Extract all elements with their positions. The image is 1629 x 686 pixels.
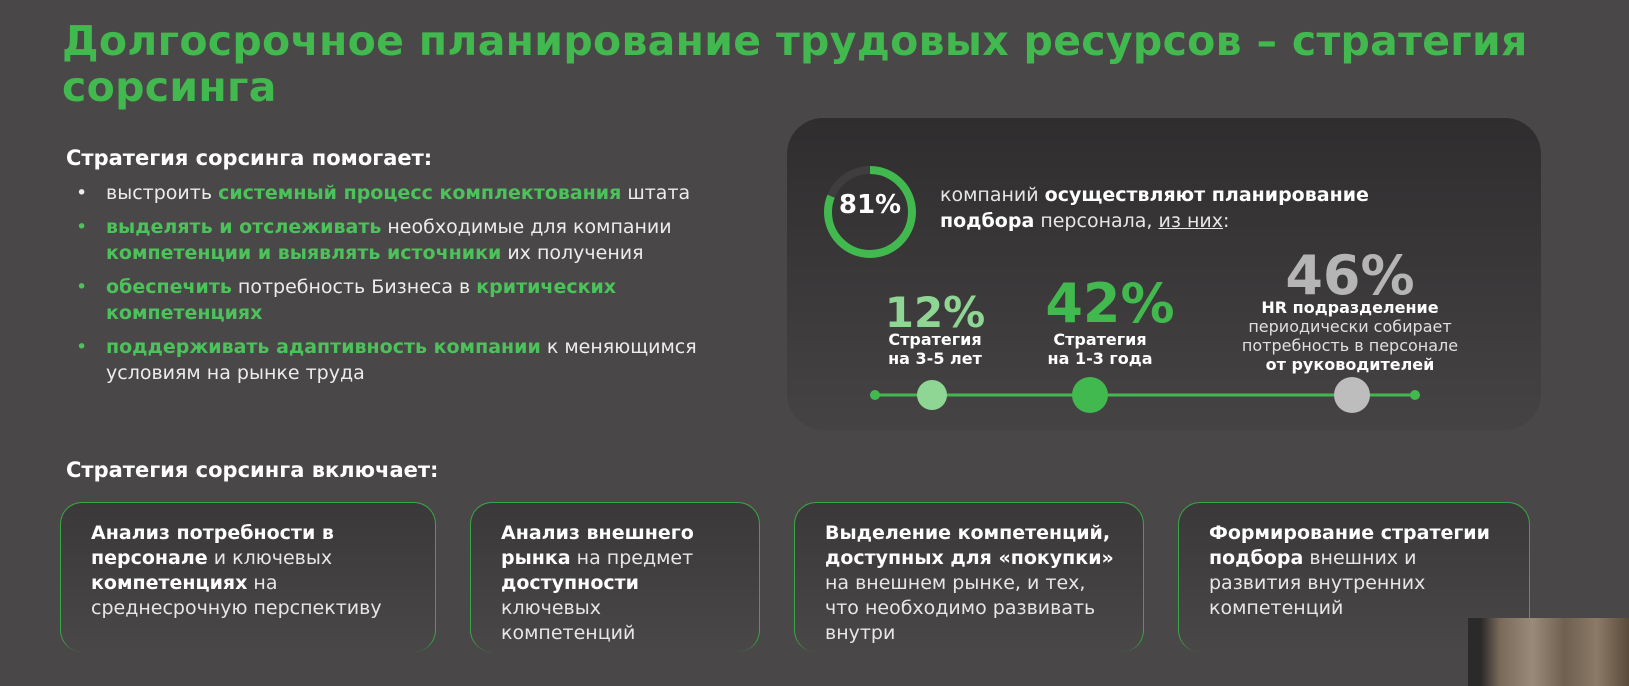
includes-heading: Стратегия сорсинга включает: [66, 458, 439, 482]
progress-ring-arc [824, 166, 916, 258]
timeline-dot-46 [1334, 377, 1370, 413]
list-item: поддерживать адаптивность компании к мен… [76, 334, 776, 386]
list-item: обеспечить потребность Бизнеса в критиче… [76, 274, 776, 326]
list-item-text: штата [621, 182, 691, 204]
card-text: внешних и развития внутренних компетенци… [1209, 547, 1426, 619]
progress-ring [824, 166, 916, 258]
timeline [870, 377, 1420, 413]
stat-42-label: Стратегия на 1-3 года [1030, 330, 1170, 368]
speaker-video-thumbnail [1468, 618, 1629, 686]
helps-heading: Стратегия сорсинга помогает: [66, 146, 433, 170]
list-item-text: их получения [501, 242, 644, 264]
helps-list: выстроить системный процесс комплектован… [76, 180, 776, 394]
stat-label-line: на 3-5 лет [888, 349, 982, 368]
list-item-highlight: системный процесс комплектования [218, 182, 622, 204]
page-title: Долгосрочное планирование трудовых ресур… [62, 17, 1528, 111]
card-text: ключевых компетенций [501, 597, 636, 644]
list-item-highlight: обеспечить [106, 276, 232, 298]
list-item-highlight: поддерживать адаптивность компании [106, 336, 541, 358]
timeline-end-dot [1410, 390, 1420, 400]
stat-label-line: на 1-3 года [1047, 349, 1153, 368]
stat-42-value: 42% [1045, 272, 1175, 335]
card-text: и ключевых [207, 547, 333, 569]
list-item-text: потребность Бизнеса в [231, 276, 477, 298]
ring-description: компаний осуществляют планирование подбо… [940, 182, 1460, 234]
ring-value: 81% [838, 190, 902, 220]
card-bold-text: Анализ потребности в персонале [91, 522, 334, 569]
include-card: Анализ потребности в персонале и ключевы… [60, 502, 436, 652]
stat-46-value: 46% [1285, 244, 1415, 307]
card-text: на предмет [570, 547, 694, 569]
stat-label-line: от руководителей [1265, 355, 1435, 374]
list-item: выделять и отслеживать необходимые для к… [76, 214, 776, 266]
list-item: выстроить системный процесс комплектован… [76, 180, 776, 206]
ring-text-part: персонала, [1034, 210, 1159, 232]
card-bold-text: компетенциях [91, 572, 248, 594]
ring-text-part: : [1223, 210, 1230, 232]
include-card: Анализ внешнего рынка на предмет доступн… [470, 502, 760, 652]
stat-label-line: HR подразделение [1261, 298, 1439, 317]
ring-text-bold: осуществляют планирование подбора [940, 184, 1369, 232]
card-bold-text: Выделение компетенций, доступных для «по… [825, 522, 1114, 569]
stat-46-label: HR подразделение периодически собирает п… [1210, 298, 1490, 374]
timeline-dot-12 [917, 380, 947, 410]
stat-label-line: потребность в персонале [1241, 336, 1459, 355]
card-bold-text: доступности [501, 572, 639, 594]
card-bold-text: Формирование стратегии подбора [1209, 522, 1490, 569]
ring-text-part: компаний [940, 184, 1045, 206]
include-card: Формирование стратегии подбора внешних и… [1178, 502, 1530, 652]
stat-label-line: Стратегия [888, 330, 982, 349]
stats-panel [787, 118, 1541, 430]
card-bold-text: Анализ внешнего рынка [501, 522, 694, 569]
list-item-text: выстроить [106, 182, 219, 204]
list-item-highlight: выделять и отслеживать [106, 216, 382, 238]
card-text: на среднесрочную перспективу [91, 572, 382, 619]
stat-12-label: Стратегия на 3-5 лет [865, 330, 1005, 368]
stat-12-value: 12% [884, 288, 986, 337]
list-item-highlight: компетенции и выявлять источники [106, 242, 502, 264]
include-card: Выделение компетенций, доступных для «по… [794, 502, 1144, 652]
list-item-highlight: критических компетенциях [106, 276, 617, 324]
ring-text-underlined: из них [1158, 210, 1224, 232]
stat-label-line: периодически собирает [1248, 317, 1452, 336]
card-text: на внешнем рынке, и тех, что необходимо … [825, 572, 1096, 644]
list-item-text: необходимые для компании [381, 216, 672, 238]
stat-label-line: Стратегия [1053, 330, 1147, 349]
list-item-text: к меняющимся условиям на рынке труда [106, 336, 697, 384]
timeline-start-dot [870, 390, 880, 400]
timeline-dot-42 [1072, 377, 1108, 413]
